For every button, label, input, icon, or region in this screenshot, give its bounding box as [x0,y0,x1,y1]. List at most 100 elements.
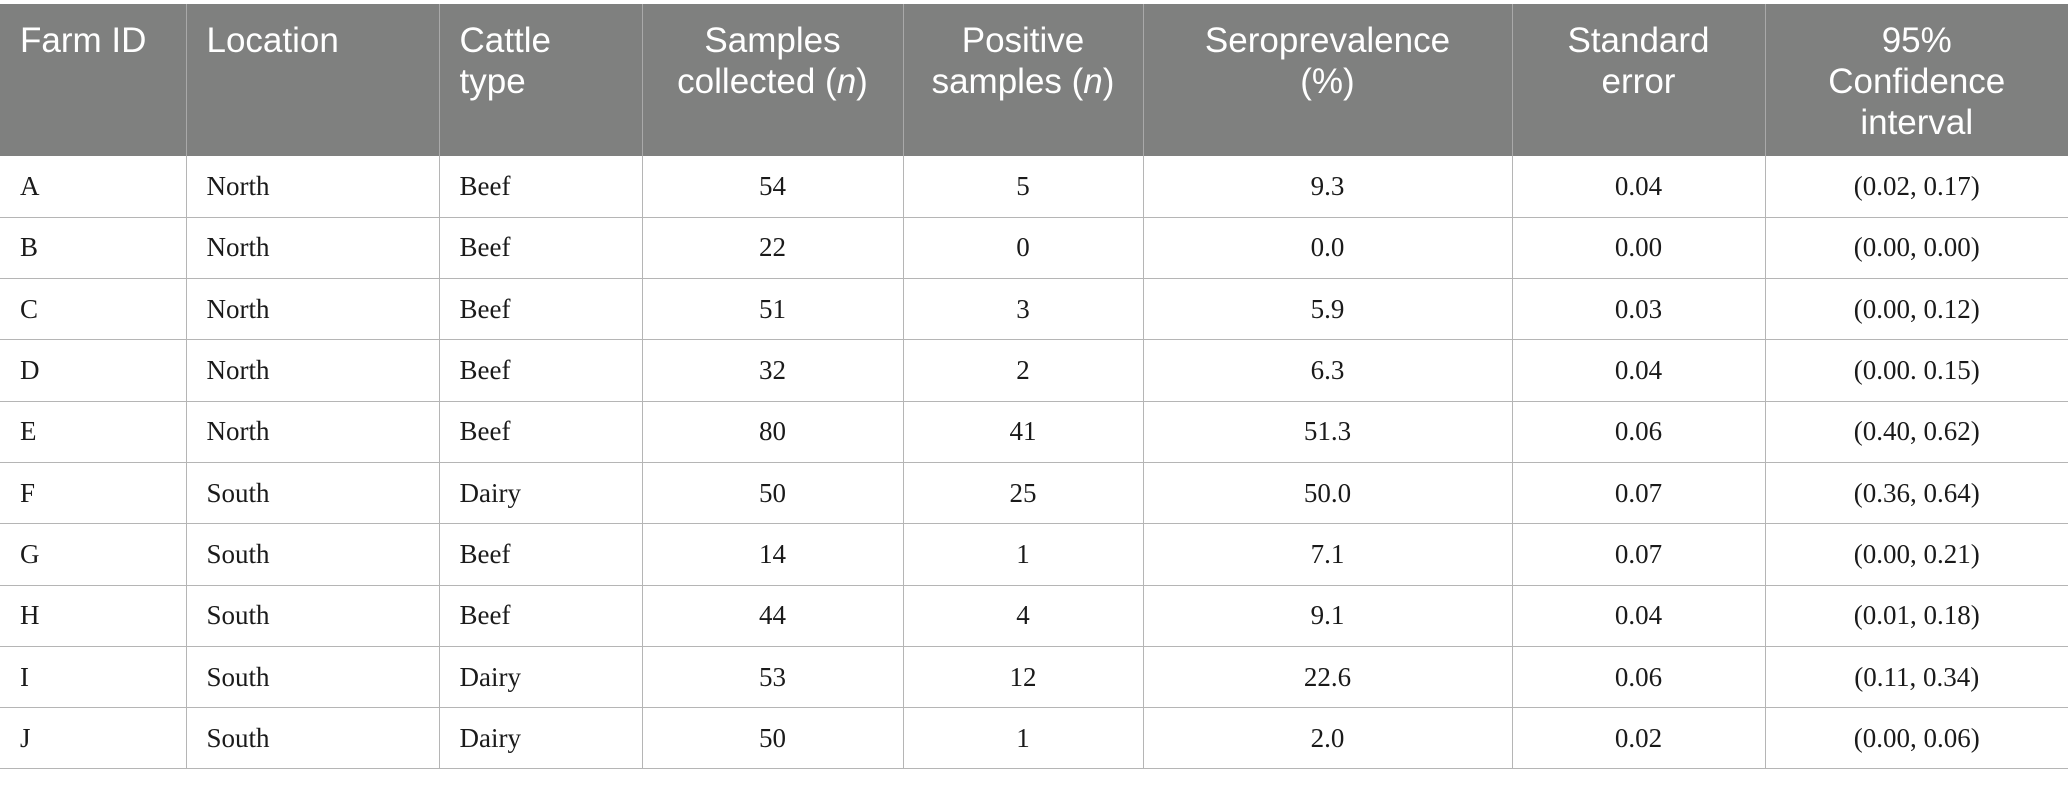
cell-cattle-type: Beef [438,278,643,341]
cell-farm-id: A [0,156,187,218]
header-line: Confidence [1828,62,2006,101]
cell-samples-collected: 53 [641,645,904,709]
cell-standard-error: 0.03 [1511,278,1766,341]
cell-cattle-type: Beef [438,400,643,463]
cell-samples-collected: 50 [641,707,904,770]
cell-seroprevalence: 51.3 [1142,400,1513,463]
table-row: D North Beef 32 2 6.3 0.04 (0.00. 0.15) [0,339,2068,402]
cell-confidence-interval: (0.40, 0.62) [1764,400,2068,463]
header-line: Location [206,21,339,60]
cell-location: North [185,216,440,280]
header-line: ) [856,62,868,101]
cell-cattle-type: Beef [438,339,643,402]
cell-positive-samples: 41 [902,400,1144,463]
cell-samples-collected: 51 [641,278,904,341]
cell-cattle-type: Dairy [438,645,643,709]
cell-standard-error: 0.06 [1511,645,1766,709]
seroprevalence-table: Farm ID Location Cattle type Samples colle… [0,4,2068,770]
cell-standard-error: 0.07 [1511,523,1766,586]
header-line: error [1601,62,1676,101]
header-cattle-type: Cattle type [438,4,643,156]
cell-farm-id: J [0,707,187,770]
cell-confidence-interval: (0.02, 0.17) [1764,156,2068,218]
cell-samples-collected: 22 [641,216,904,280]
cell-seroprevalence: 6.3 [1142,339,1513,402]
header-line: Positive [961,21,1085,60]
cell-standard-error: 0.07 [1511,461,1766,525]
table-row: C North Beef 51 3 5.9 0.03 (0.00, 0.12) [0,278,2068,341]
header-italic-n: n [1083,62,1103,101]
cell-farm-id: G [0,523,187,586]
cell-positive-samples: 0 [902,216,1144,280]
cell-location: South [185,584,440,647]
cell-farm-id: F [0,461,187,525]
cell-seroprevalence: 2.0 [1142,707,1513,770]
cell-confidence-interval: (0.11, 0.34) [1764,645,2068,709]
table-row: A North Beef 54 5 9.3 0.04 (0.02, 0.17) [0,156,2068,218]
cell-location: North [185,400,440,463]
cell-farm-id: C [0,278,187,341]
cell-location: South [185,523,440,586]
cell-farm-id: H [0,584,187,647]
header-samples-collected: Samples collected (n) [641,4,904,156]
header-line: samples ( [931,62,1084,101]
cell-standard-error: 0.04 [1511,156,1766,218]
cell-standard-error: 0.06 [1511,400,1766,463]
cell-confidence-interval: (0.00, 0.21) [1764,523,2068,586]
header-positive-samples: Positive samples (n) [902,4,1144,156]
header-line: Samples [704,21,841,60]
header-line: Seroprevalence [1204,21,1451,60]
table-row: G South Beef 14 1 7.1 0.07 (0.00, 0.21) [0,523,2068,586]
table-row: B North Beef 22 0 0.0 0.00 (0.00, 0.00) [0,216,2068,280]
cell-samples-collected: 32 [641,339,904,402]
cell-positive-samples: 1 [902,523,1144,586]
cell-location: North [185,339,440,402]
cell-samples-collected: 14 [641,523,904,586]
cell-samples-collected: 44 [641,584,904,647]
cell-location: South [185,707,440,770]
cell-location: South [185,645,440,709]
header-italic-n: n [836,62,857,101]
table-row: F South Dairy 50 25 50.0 0.07 (0.36, 0.6… [0,461,2068,525]
header-line: 95% [1881,21,1952,60]
cell-farm-id: I [0,645,187,709]
cell-positive-samples: 5 [902,156,1144,218]
header-standard-error: Standard error [1511,4,1766,156]
cell-positive-samples: 12 [902,645,1144,709]
cell-seroprevalence: 50.0 [1142,461,1513,525]
cell-confidence-interval: (0.00. 0.15) [1764,339,2068,402]
cell-standard-error: 0.04 [1511,584,1766,647]
cell-location: North [185,278,440,341]
header-line: Farm ID [20,21,147,60]
cell-cattle-type: Beef [438,523,643,586]
cell-confidence-interval: (0.36, 0.64) [1764,461,2068,525]
cell-positive-samples: 25 [902,461,1144,525]
cell-cattle-type: Beef [438,584,643,647]
cell-confidence-interval: (0.00, 0.12) [1764,278,2068,341]
header-line: collected ( [677,62,837,101]
header-line: Standard [1567,21,1710,60]
cell-samples-collected: 50 [641,461,904,525]
cell-location: South [185,461,440,525]
header-line: Cattle [459,21,551,60]
cell-seroprevalence: 5.9 [1142,278,1513,341]
header-line: ) [1102,62,1115,101]
header-line: interval [1860,103,1974,142]
cell-confidence-interval: (0.00, 0.06) [1764,707,2068,770]
cell-farm-id: B [0,216,187,280]
cell-positive-samples: 1 [902,707,1144,770]
header-location: Location [185,4,440,156]
header-farm-id: Farm ID [0,4,187,156]
cell-cattle-type: Beef [438,216,643,280]
cell-seroprevalence: 0.0 [1142,216,1513,280]
cell-standard-error: 0.04 [1511,339,1766,402]
cell-cattle-type: Dairy [438,707,643,770]
cell-positive-samples: 2 [902,339,1144,402]
cell-samples-collected: 54 [641,156,904,218]
table-row: E North Beef 80 41 51.3 0.06 (0.40, 0.62… [0,400,2068,463]
cell-farm-id: E [0,400,187,463]
table-header: Farm ID Location Cattle type Samples colle… [0,4,2068,156]
header-line: type [459,62,526,101]
cell-seroprevalence: 9.3 [1142,156,1513,218]
